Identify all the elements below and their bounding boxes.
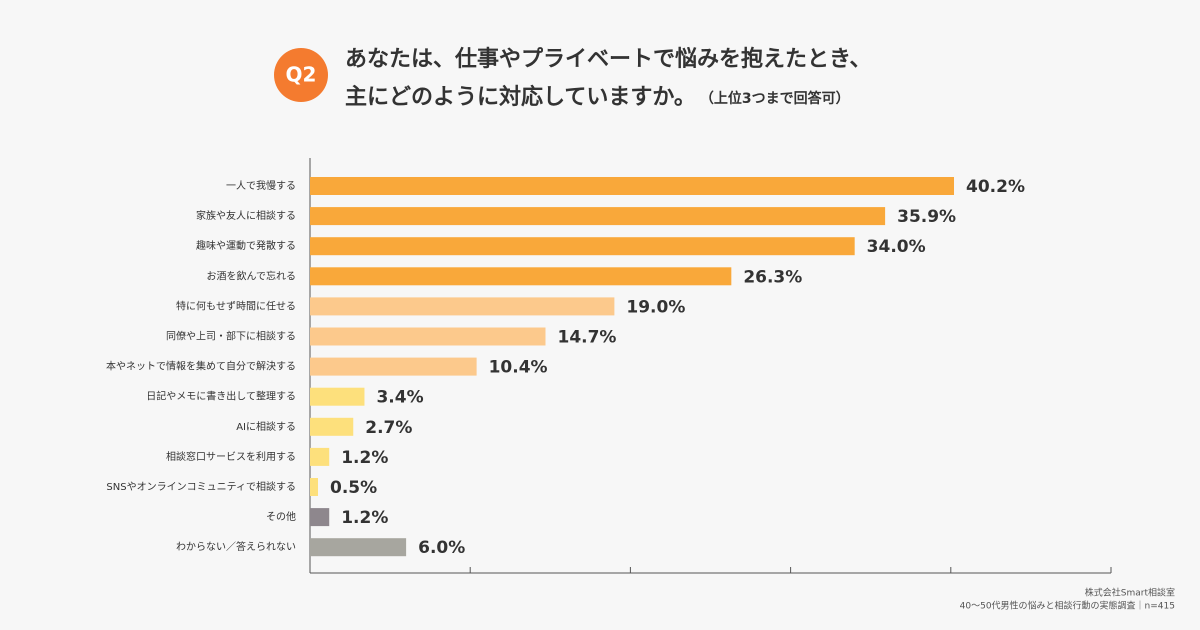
value-label: 34.0% — [867, 237, 926, 257]
value-label: 35.9% — [897, 207, 956, 227]
bar — [310, 297, 615, 316]
value-label: 0.5% — [330, 478, 377, 498]
category-label: 家族や友人に相談する — [196, 209, 296, 222]
category-label: お酒を飲んで忘れる — [207, 269, 297, 282]
value-label: 14.7% — [557, 328, 616, 348]
title-line: 主にどのように対応していますか。 — [345, 84, 696, 110]
badge: Q2 — [286, 63, 317, 87]
value-label: 6.0% — [418, 538, 465, 558]
bar — [310, 538, 407, 557]
value-label: 1.2% — [341, 448, 388, 468]
value-label: 40.2% — [966, 177, 1025, 197]
value-label: 2.7% — [365, 418, 412, 438]
category-label: 相談窓口サービスを利用する — [166, 450, 296, 463]
category-label: 特に何もせず時間に任せる — [176, 299, 296, 312]
bar — [310, 207, 886, 226]
value-label: 19.0% — [626, 297, 685, 317]
category-label: わからない／答えられない — [176, 540, 296, 553]
bar — [310, 267, 732, 286]
category-label: 同僚や上司・部下に相談する — [166, 330, 296, 343]
category-label: 日記やメモに書き出して整理する — [146, 390, 296, 403]
category-label: SNSやオンラインコミュニティで相談する — [106, 480, 296, 493]
source: 株式会社Smart相談室 — [1085, 587, 1175, 599]
bar — [310, 237, 855, 256]
bar — [310, 447, 330, 466]
title-line: あなたは、仕事やプライベートで悩みを抱えたとき、 — [345, 46, 871, 72]
note: （上位3つまで回答可） — [700, 90, 850, 107]
bar — [310, 327, 546, 346]
value-label: 1.2% — [341, 508, 388, 528]
source: 40〜50代男性の悩みと相談行動の実態調査｜n=415 — [960, 600, 1175, 612]
category-label: 趣味や運動で発散する — [196, 239, 296, 252]
badge-circle — [274, 48, 328, 102]
bar — [310, 177, 955, 195]
value-label: 10.4% — [489, 358, 548, 378]
bar — [310, 357, 477, 376]
bar — [310, 387, 365, 406]
bar — [310, 508, 330, 527]
value-label: 3.4% — [376, 388, 423, 408]
category-label: 一人で我慢する — [226, 180, 296, 192]
bar — [310, 417, 354, 436]
category-label: AIに相談する — [236, 420, 296, 433]
bar — [310, 478, 319, 496]
category-label: その他 — [266, 510, 296, 523]
category-label: 本やネットで情報を集めて自分で解決する — [106, 360, 296, 373]
value-label: 26.3% — [743, 267, 802, 287]
